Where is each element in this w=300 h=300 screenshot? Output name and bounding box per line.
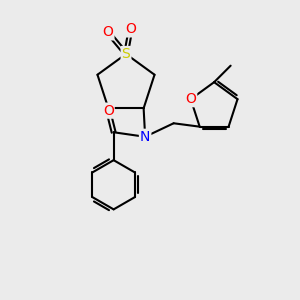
Text: O: O [185,92,196,106]
Text: O: O [103,26,113,39]
Text: O: O [125,22,136,36]
Text: N: N [140,130,150,144]
Text: O: O [103,104,114,118]
Text: S: S [122,47,130,61]
